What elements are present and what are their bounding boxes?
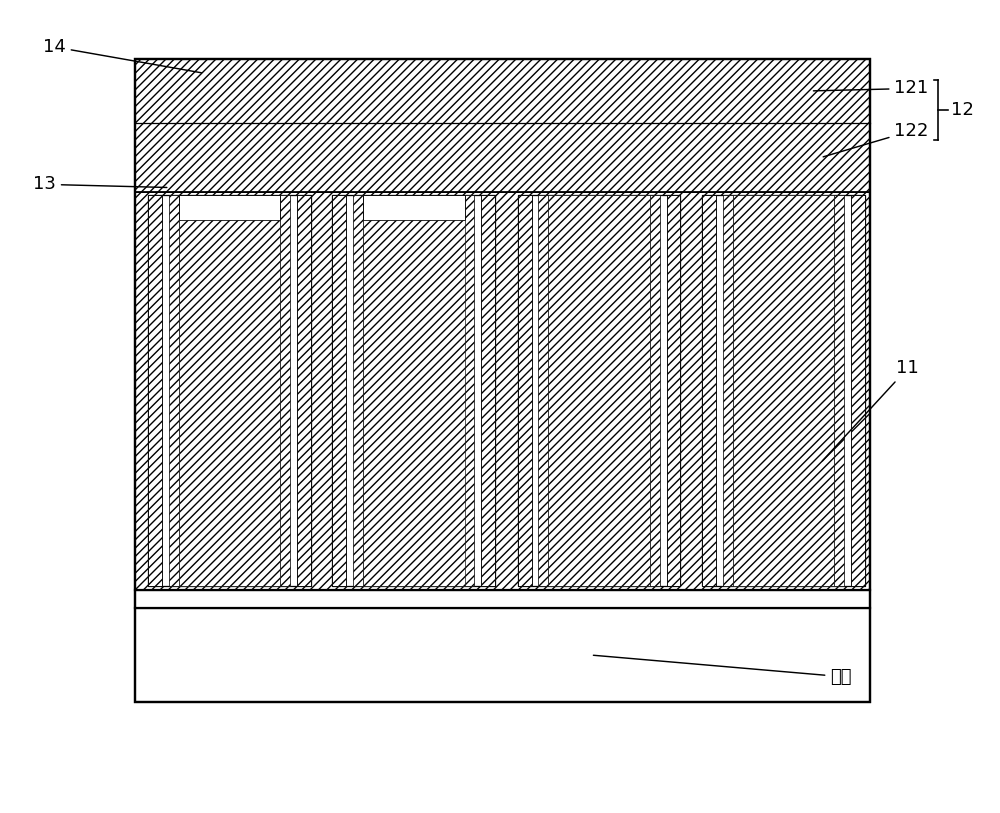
Text: 12: 12 <box>951 102 974 120</box>
Text: 121: 121 <box>813 80 929 98</box>
Bar <box>297 195 311 586</box>
Bar <box>548 195 650 586</box>
Bar <box>723 195 733 586</box>
Bar <box>702 195 865 586</box>
Bar <box>135 59 870 193</box>
Text: 11: 11 <box>822 359 919 461</box>
Text: 14: 14 <box>43 38 201 73</box>
Bar <box>179 195 280 220</box>
Text: 13: 13 <box>33 176 167 193</box>
Bar <box>135 59 870 193</box>
Bar <box>851 195 865 586</box>
Bar <box>702 195 716 586</box>
Bar <box>363 220 464 586</box>
Bar <box>135 59 870 590</box>
Bar <box>733 195 834 586</box>
Text: 衬底: 衬底 <box>593 655 852 685</box>
Bar <box>148 195 311 586</box>
Bar <box>518 195 532 586</box>
Bar <box>169 195 179 586</box>
Bar <box>650 195 660 586</box>
Bar <box>481 195 495 586</box>
Bar <box>363 195 464 220</box>
Bar <box>135 59 870 702</box>
Bar <box>353 195 363 586</box>
Bar <box>332 195 495 586</box>
Bar <box>834 195 844 586</box>
Bar <box>464 195 474 586</box>
Bar <box>135 590 870 608</box>
Bar <box>332 195 346 586</box>
Bar <box>518 195 680 586</box>
Bar <box>667 195 680 586</box>
Bar <box>135 608 870 702</box>
Bar <box>538 195 548 586</box>
Bar <box>179 220 280 586</box>
Text: 122: 122 <box>823 122 929 157</box>
Bar <box>148 195 162 586</box>
Bar <box>280 195 290 586</box>
Bar <box>135 193 870 590</box>
